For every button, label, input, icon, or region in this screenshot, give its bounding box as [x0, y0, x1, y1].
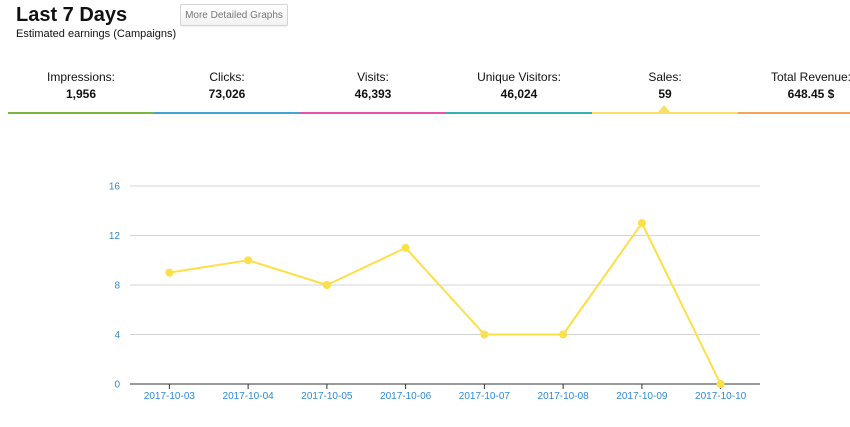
y-tick-label: 16	[109, 182, 121, 193]
stat-color-bar	[300, 112, 446, 114]
x-tick-label: 2017-10-06	[380, 391, 432, 402]
x-tick-label: 2017-10-07	[459, 391, 511, 402]
stat-color-bar	[8, 112, 154, 114]
data-point	[401, 243, 410, 252]
data-point	[322, 281, 331, 289]
stat-value: 46,024	[500, 87, 538, 101]
stat-color-bar	[154, 112, 300, 114]
x-tick-label: 2017-10-08	[538, 391, 590, 402]
y-tick-label: 8	[114, 281, 120, 292]
stat-color-bar	[446, 112, 592, 114]
x-tick-label: 2017-10-10	[695, 391, 747, 402]
x-tick-label: 2017-10-03	[144, 391, 196, 402]
data-point	[480, 330, 489, 339]
stat-value: 648.45 $	[787, 87, 835, 101]
stat-sales[interactable]: Sales: 59	[592, 68, 738, 114]
y-tick-label: 12	[109, 231, 121, 242]
stat-total-revenue[interactable]: Total Revenue: 648.45 $	[738, 68, 850, 114]
sales-line-chart: 0 4 8 12 16 2017-10-03 2017-10-04 2017-10-05 201…	[109, 182, 760, 402]
data-point	[165, 268, 174, 277]
y-tick-label: 0	[114, 380, 120, 391]
y-tick-label: 4	[114, 330, 120, 341]
stat-label: Clicks:	[209, 70, 245, 84]
data-point	[559, 330, 568, 339]
x-tick-label: 2017-10-09	[616, 391, 668, 402]
x-tick-label: 2017-10-05	[301, 391, 353, 402]
stat-visits[interactable]: Visits: 46,393	[300, 68, 446, 114]
more-detailed-graphs-button[interactable]: More Detailed Graphs	[180, 4, 288, 26]
selected-caret-icon	[658, 105, 670, 112]
stat-impressions[interactable]: Impressions: 1,956	[8, 68, 154, 114]
stat-unique-visitors[interactable]: Unique Visitors: 46,024	[446, 68, 592, 114]
stat-value: 73,026	[208, 87, 246, 101]
stat-label: Unique Visitors:	[477, 70, 561, 84]
data-point	[716, 380, 725, 388]
data-point	[637, 219, 646, 228]
x-tick-label: 2017-10-04	[223, 391, 275, 402]
data-point	[244, 256, 253, 265]
stat-color-bar	[738, 112, 850, 114]
stats-bar: Impressions: 1,956 Clicks: 73,026 Visits…	[8, 68, 850, 114]
stat-label: Sales:	[648, 70, 682, 84]
stat-value: 46,393	[354, 87, 392, 101]
page-title: Last 7 Days	[16, 4, 128, 26]
stat-color-bar	[592, 112, 738, 114]
page-subtitle: Estimated earnings (Campaigns)	[16, 28, 177, 40]
stat-value: 59	[658, 87, 672, 101]
stat-label: Impressions:	[46, 70, 116, 84]
stat-label: Visits:	[357, 70, 389, 84]
series-line	[169, 222, 722, 385]
stat-label: Total Revenue:	[770, 70, 850, 84]
stat-value: 1,956	[65, 87, 97, 101]
stat-clicks[interactable]: Clicks: 73,026	[154, 68, 300, 114]
